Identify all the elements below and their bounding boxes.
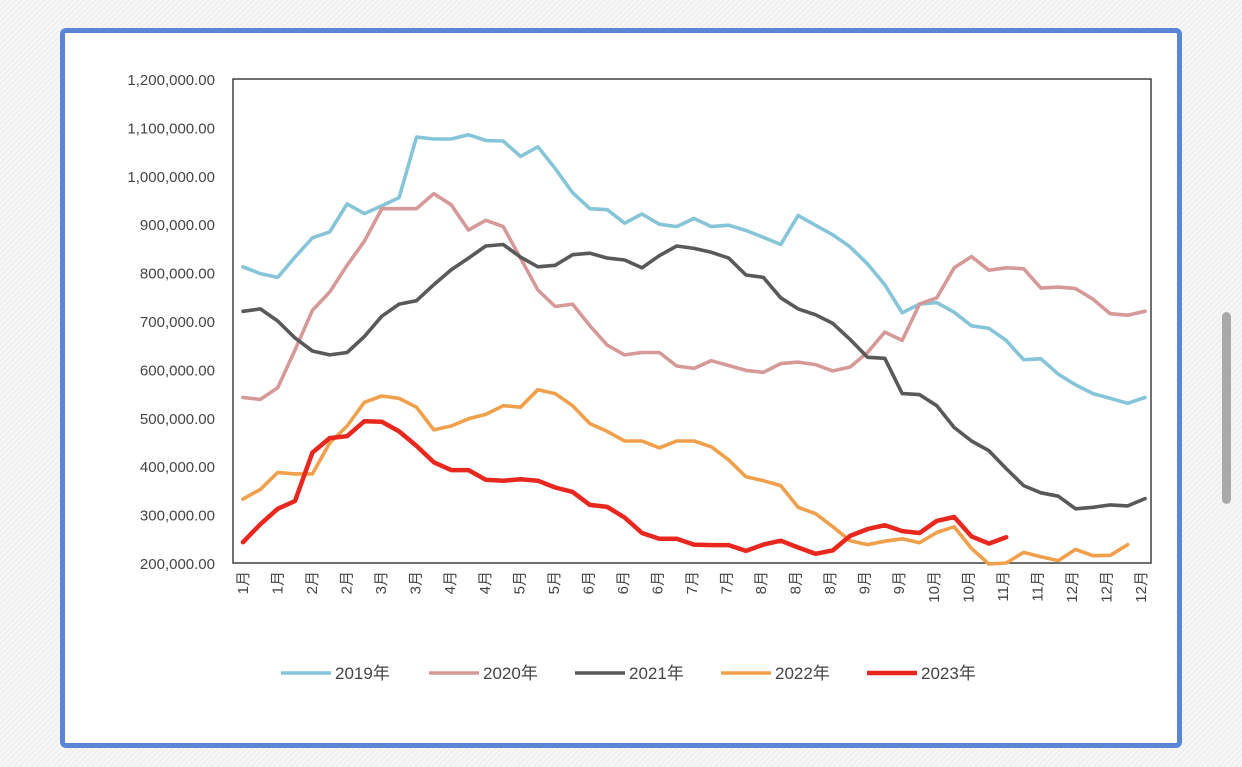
y-tick-label: 1,100,000.00: [127, 120, 215, 137]
x-tick-label-group: 11月: [1029, 571, 1046, 602]
x-tick-label: 9月: [891, 571, 908, 594]
x-tick-label-group: 1月: [270, 571, 287, 594]
y-tick-label: 700,000.00: [140, 314, 215, 331]
x-tick-label: 8月: [788, 571, 805, 594]
x-tick-label: 7月: [684, 571, 701, 594]
x-tick-label: 1月: [270, 571, 287, 594]
y-tick-label: 400,000.00: [140, 459, 215, 476]
x-tick-label-group: 2月: [304, 571, 321, 594]
x-tick-label: 7月: [719, 571, 736, 594]
x-tick-label: 10月: [960, 571, 977, 603]
series-line-2022年: [241, 387, 1130, 566]
legend-label: 2022年: [775, 664, 830, 683]
x-tick-label: 11月: [995, 571, 1012, 602]
x-tick-label: 1月: [235, 571, 252, 594]
x-tick-label-group: 4月: [477, 571, 494, 594]
x-tick-label-group: 6月: [580, 571, 597, 594]
x-tick-label: 8月: [753, 571, 770, 594]
x-tick-label: 6月: [580, 571, 597, 594]
x-tick-label-group: 10月: [926, 571, 943, 603]
chart-frame: 1,200,000.00 1,100,000.00 1,000,000.00 900,…: [60, 28, 1182, 748]
x-tick-label-group: 9月: [857, 571, 874, 594]
x-tick-label-group: 9月: [891, 571, 908, 594]
x-tick-label-group: 11月: [995, 571, 1012, 602]
x-tick-label-group: 12月: [1133, 571, 1150, 603]
x-tick-label: 12月: [1133, 571, 1150, 603]
x-tick-label: 2月: [339, 571, 356, 594]
vertical-scrollbar[interactable]: [1222, 312, 1231, 504]
y-axis-tick-labels: 1,200,000.00 1,100,000.00 1,000,000.00 900,…: [127, 72, 215, 573]
x-tick-label: 5月: [546, 571, 563, 594]
x-tick-label-group: 1月: [235, 571, 252, 594]
legend-label: 2020年: [483, 664, 538, 683]
x-tick-label-group: 7月: [684, 571, 701, 594]
x-tick-label: 6月: [649, 571, 666, 594]
x-tick-label: 4月: [477, 571, 494, 594]
x-tick-label-group: 5月: [511, 571, 528, 594]
x-tick-label-group: 6月: [615, 571, 632, 594]
legend: 2019年 2020年 2021年 2022年 2023年: [281, 664, 976, 683]
x-axis-tick-labels: 1月 1月 2月 2月 3月 3月 4月 4月 5月 5月 6月 6月 6月 7月 7月 8月 8月 8月 9月 9月…: [235, 571, 1150, 603]
x-tick-label-group: 5月: [546, 571, 563, 594]
plot-border: [232, 78, 1152, 564]
x-tick-label: 2月: [304, 571, 321, 594]
x-tick-label: 10月: [926, 571, 943, 603]
series-lines: [240, 132, 1147, 566]
x-tick-label: 12月: [1098, 571, 1115, 603]
x-tick-label-group: 8月: [822, 571, 839, 594]
y-tick-label: 900,000.00: [140, 217, 215, 234]
x-tick-label-group: 8月: [788, 571, 805, 594]
x-tick-label: 3月: [373, 571, 390, 594]
legend-label: 2023年: [921, 664, 976, 683]
y-tick-label: 600,000.00: [140, 362, 215, 379]
y-tick-label: 300,000.00: [140, 508, 215, 525]
legend-label: 2019年: [335, 664, 390, 683]
x-tick-label: 5月: [511, 571, 528, 594]
x-tick-label-group: 4月: [442, 571, 459, 594]
x-tick-label-group: 10月: [960, 571, 977, 603]
x-tick-label: 4月: [442, 571, 459, 594]
x-tick-label: 11月: [1029, 571, 1046, 602]
x-tick-label-group: 3月: [373, 571, 390, 594]
x-tick-label-group: 12月: [1064, 571, 1081, 603]
x-tick-label-group: 8月: [753, 571, 770, 594]
x-tick-label-group: 6月: [649, 571, 666, 594]
series-line-2020年: [241, 191, 1147, 402]
x-tick-label: 3月: [408, 571, 425, 594]
x-tick-label-group: 7月: [719, 571, 736, 594]
series-line-2021年: [241, 242, 1147, 511]
x-tick-label: 6月: [615, 571, 632, 594]
y-tick-label: 200,000.00: [140, 556, 215, 573]
y-tick-label: 800,000.00: [140, 266, 215, 283]
y-tick-label: 500,000.00: [140, 411, 215, 428]
series-line-2023年: [240, 418, 1009, 557]
x-tick-label: 9月: [857, 571, 874, 594]
x-tick-label-group: 2月: [339, 571, 356, 594]
x-tick-label: 12月: [1064, 571, 1081, 603]
legend-label: 2021年: [629, 664, 684, 683]
x-tick-label-group: 12月: [1098, 571, 1115, 603]
line-chart: 1,200,000.00 1,100,000.00 1,000,000.00 900,…: [127, 72, 1152, 683]
plot-area: [232, 78, 1152, 564]
series-line-2019年: [241, 132, 1147, 406]
x-tick-label: 8月: [822, 571, 839, 594]
y-tick-label: 1,200,000.00: [127, 72, 215, 89]
x-tick-label-group: 3月: [408, 571, 425, 594]
y-tick-label: 1,000,000.00: [127, 169, 215, 186]
